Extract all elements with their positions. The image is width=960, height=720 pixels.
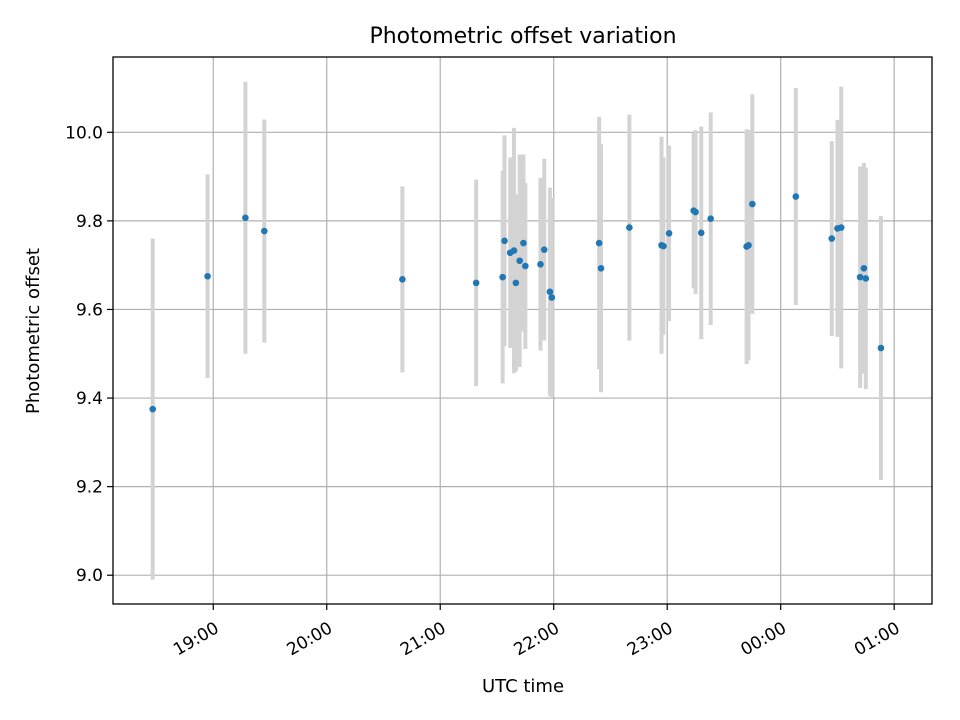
y-tick-label: 9.0: [76, 566, 103, 586]
data-point: [660, 242, 667, 250]
data-point: [697, 229, 705, 237]
data-point: [501, 237, 508, 245]
data-point: [399, 276, 406, 283]
data-point: [692, 208, 699, 216]
chart-title: Photometric offset variation: [369, 24, 676, 49]
data-point: [537, 260, 544, 268]
data-point: [261, 227, 268, 235]
plot-frame: [112, 56, 933, 605]
data-point: [856, 273, 864, 281]
x-axis-label: UTC time: [482, 676, 564, 697]
data-point: [860, 264, 868, 272]
data-point: [540, 246, 548, 253]
data-point: [522, 262, 529, 270]
data-point: [792, 193, 800, 200]
data-point: [149, 405, 157, 413]
y-tick-label: 9.6: [76, 300, 103, 320]
data-point: [665, 229, 673, 237]
data-point: [512, 279, 520, 287]
data-point: [499, 273, 506, 281]
data-point: [749, 200, 756, 208]
y-tick-label: 9.8: [76, 212, 103, 232]
data-point: [516, 257, 523, 265]
data-point: [546, 288, 554, 296]
data-point: [597, 264, 605, 272]
data-point: [520, 239, 527, 247]
data-point: [707, 215, 714, 222]
data-point: [626, 224, 633, 231]
data-point: [204, 272, 211, 280]
data-point: [837, 224, 845, 231]
data-point: [548, 294, 556, 301]
data-point: [828, 235, 836, 242]
y-axis-label: Photometric offset: [23, 248, 44, 414]
data-point: [510, 247, 518, 254]
data-point: [242, 214, 249, 222]
y-tick-label: 9.4: [76, 389, 103, 409]
data-point: [745, 241, 752, 249]
data-point: [595, 239, 603, 247]
y-tick-label: 10.0: [65, 123, 103, 143]
data-point: [862, 275, 870, 282]
point-layer: [149, 193, 885, 413]
data-point: [877, 344, 885, 352]
data-point: [472, 279, 480, 287]
y-tick-label: 9.2: [76, 478, 103, 498]
